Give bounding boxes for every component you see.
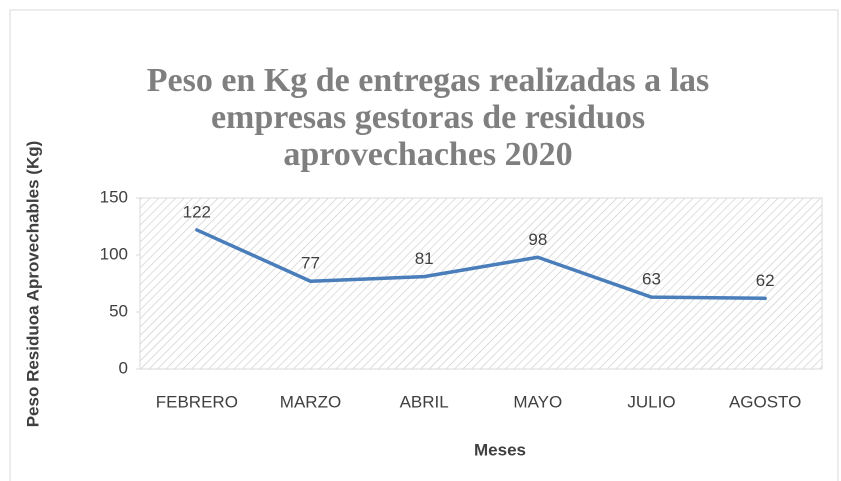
data-label: 98 — [528, 230, 547, 249]
data-label: 63 — [642, 270, 661, 289]
data-label: 122 — [183, 202, 211, 221]
chart-title: Peso en Kg de entregas realizadas a las … — [146, 62, 710, 173]
x-tick-label: ABRIL — [400, 392, 449, 411]
data-label: 62 — [756, 271, 775, 290]
x-tick-label: FEBRERO — [156, 392, 238, 411]
x-tick-label: MARZO — [280, 392, 341, 411]
line — [195, 228, 767, 301]
data-label: 77 — [301, 254, 320, 273]
x-tick-label: JULIO — [627, 392, 675, 411]
y-tick-label: 50 — [109, 301, 128, 320]
y-axis-label: Peso Residuoa Aprovechables (Kg) — [23, 141, 42, 428]
y-tick-label: 100 — [100, 244, 128, 263]
y-tick-label: 0 — [119, 358, 128, 377]
data-label: 81 — [415, 249, 434, 268]
x-axis-label: Meses — [474, 440, 526, 459]
x-tick-label: MAYO — [513, 392, 562, 411]
plot-area — [139, 197, 823, 370]
chart-border — [9, 9, 839, 481]
y-tick-label: 150 — [100, 187, 128, 206]
x-tick-label: AGOSTO — [729, 392, 801, 411]
